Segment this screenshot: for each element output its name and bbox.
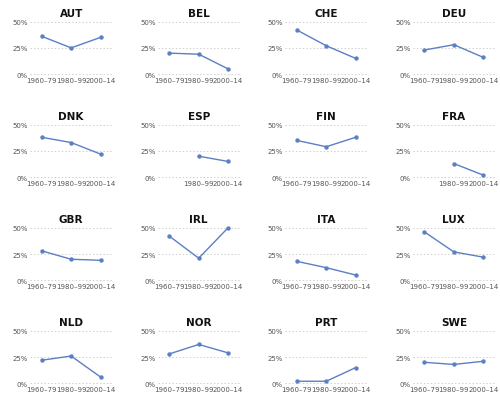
Title: BEL: BEL (188, 9, 210, 19)
Title: IRL: IRL (190, 215, 208, 225)
Title: SWE: SWE (441, 317, 467, 328)
Title: AUT: AUT (60, 9, 83, 19)
Title: GBR: GBR (59, 215, 84, 225)
Title: ESP: ESP (188, 112, 210, 122)
Title: DNK: DNK (58, 112, 84, 122)
Title: NOR: NOR (186, 317, 212, 328)
Title: NLD: NLD (59, 317, 83, 328)
Title: ITA: ITA (317, 215, 336, 225)
Title: LUX: LUX (442, 215, 465, 225)
Title: FRA: FRA (442, 112, 466, 122)
Title: PRT: PRT (315, 317, 338, 328)
Title: CHE: CHE (314, 9, 338, 19)
Title: FIN: FIN (316, 112, 336, 122)
Title: DEU: DEU (442, 9, 466, 19)
